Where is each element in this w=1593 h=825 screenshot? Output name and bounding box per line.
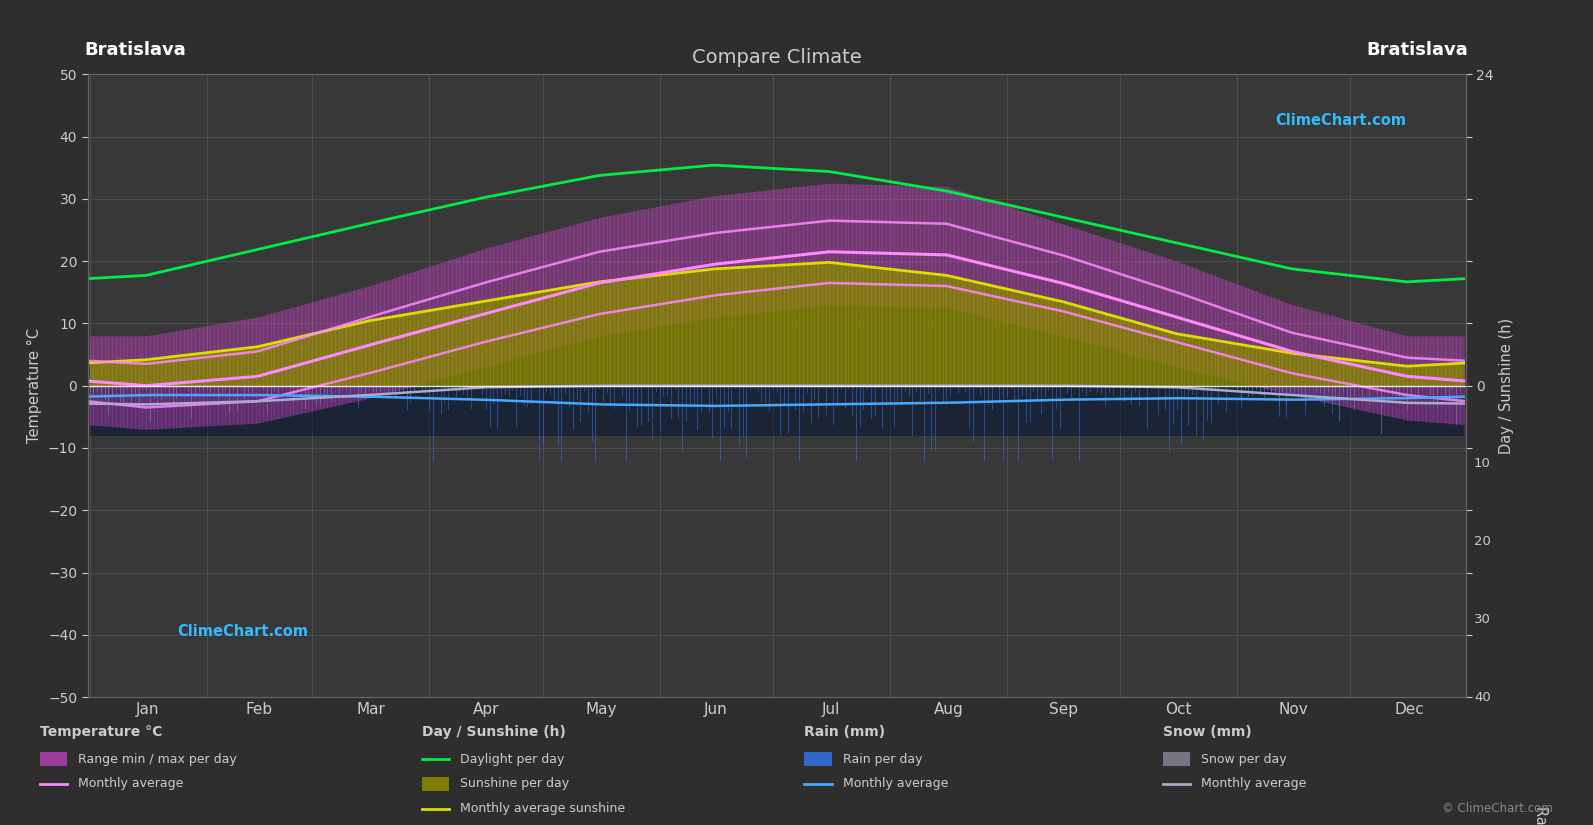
Text: Monthly average sunshine: Monthly average sunshine bbox=[460, 802, 626, 815]
Title: Compare Climate: Compare Climate bbox=[691, 48, 862, 67]
Text: 30: 30 bbox=[1474, 613, 1491, 626]
Text: Snow per day: Snow per day bbox=[1201, 752, 1287, 766]
Text: Day / Sunshine (h): Day / Sunshine (h) bbox=[422, 725, 566, 739]
Text: ClimeChart.com: ClimeChart.com bbox=[177, 625, 307, 639]
Text: © ClimeChart.com: © ClimeChart.com bbox=[1442, 802, 1553, 815]
Text: Monthly average: Monthly average bbox=[1201, 777, 1306, 790]
Text: Daylight per day: Daylight per day bbox=[460, 752, 566, 766]
Text: ClimeChart.com: ClimeChart.com bbox=[1276, 114, 1407, 129]
Text: Snow (mm): Snow (mm) bbox=[1163, 725, 1252, 739]
Text: Rain per day: Rain per day bbox=[843, 752, 922, 766]
Text: 10: 10 bbox=[1474, 457, 1491, 470]
Text: Rain / Snow (mm): Rain / Snow (mm) bbox=[1534, 806, 1548, 825]
Text: Bratislava: Bratislava bbox=[1367, 40, 1469, 59]
Text: Sunshine per day: Sunshine per day bbox=[460, 777, 570, 790]
Y-axis label: Day / Sunshine (h): Day / Sunshine (h) bbox=[1499, 318, 1513, 454]
Text: Monthly average: Monthly average bbox=[78, 777, 183, 790]
Text: Monthly average: Monthly average bbox=[843, 777, 948, 790]
Text: Rain (mm): Rain (mm) bbox=[804, 725, 886, 739]
Text: Temperature °C: Temperature °C bbox=[40, 725, 162, 739]
Text: 20: 20 bbox=[1474, 535, 1491, 548]
Text: 40: 40 bbox=[1474, 691, 1491, 704]
Text: Range min / max per day: Range min / max per day bbox=[78, 752, 237, 766]
Y-axis label: Temperature °C: Temperature °C bbox=[27, 328, 43, 443]
Text: Bratislava: Bratislava bbox=[84, 40, 186, 59]
